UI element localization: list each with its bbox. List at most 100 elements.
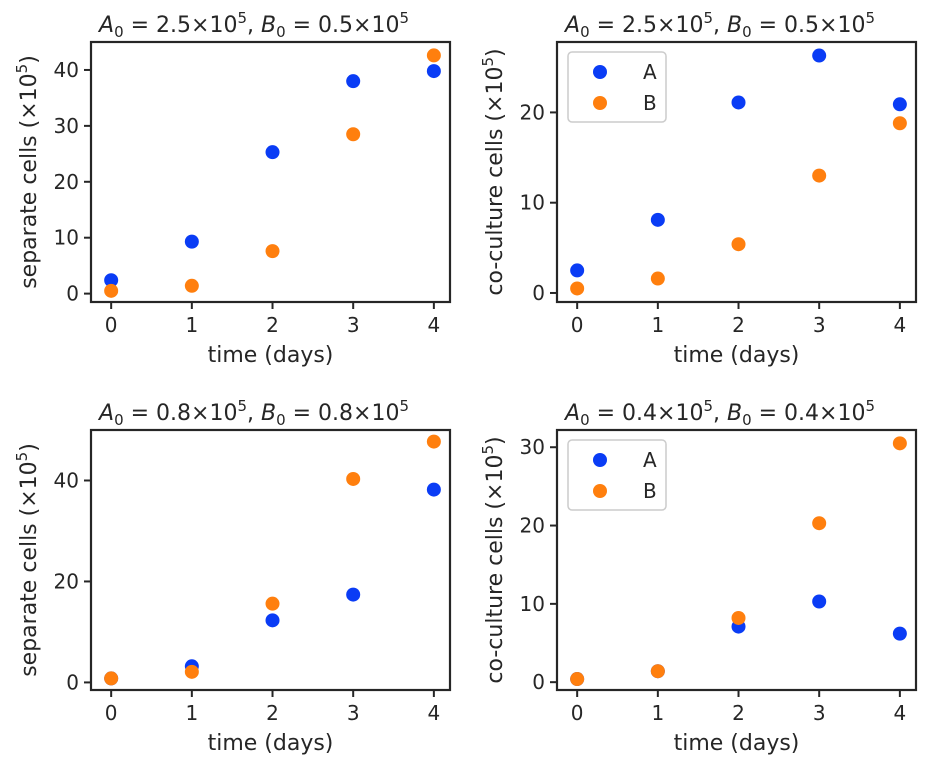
point-b	[731, 237, 746, 252]
point-b	[570, 281, 585, 296]
point-a	[346, 74, 361, 89]
point-b	[346, 127, 361, 142]
y-tick-label: 40	[54, 58, 79, 82]
legend-marker-a	[593, 453, 607, 467]
x-tick-label: 1	[651, 313, 664, 337]
point-b	[104, 283, 119, 298]
legend: AB	[567, 439, 667, 511]
y-axis-label: co-culture cells (×105)	[479, 436, 508, 683]
point-b	[426, 434, 441, 449]
x-tick-label: 3	[347, 701, 360, 725]
x-tick-label: 1	[185, 701, 198, 725]
x-tick-label: 0	[571, 313, 584, 337]
point-b	[265, 244, 280, 259]
x-tick-label: 4	[893, 701, 906, 725]
subplot-title: A0 = 0.8×105, B0 = 0.8×105	[97, 397, 409, 429]
subplot-title: A0 = 0.4×105, B0 = 0.4×105	[563, 397, 875, 429]
point-a	[650, 212, 665, 227]
point-a	[184, 234, 199, 249]
subplot-title: A0 = 2.5×105, B0 = 0.5×105	[563, 9, 875, 41]
x-tick-label: 1	[651, 701, 664, 725]
point-b	[650, 271, 665, 286]
point-a	[426, 482, 441, 497]
point-b	[812, 516, 827, 531]
x-tick-label: 2	[732, 313, 745, 337]
y-axis-label: separate cells (×105)	[13, 443, 42, 677]
x-tick-label: 4	[427, 701, 440, 725]
point-b	[570, 672, 585, 687]
legend-label-a: A	[643, 60, 657, 84]
legend-marker-a	[593, 65, 607, 79]
point-b	[892, 116, 907, 131]
y-tick-label: 10	[520, 191, 545, 215]
legend: AB	[567, 51, 667, 123]
point-a	[892, 97, 907, 112]
point-b	[892, 436, 907, 451]
point-a	[812, 594, 827, 609]
y-tick-label: 10	[520, 592, 545, 616]
axes-frame	[555, 428, 918, 692]
axes-frame	[555, 40, 918, 304]
legend-marker-b	[593, 96, 607, 110]
y-tick-label: 10	[54, 226, 79, 250]
point-b	[184, 278, 199, 293]
y-tick-label: 40	[54, 468, 79, 492]
y-axis-label: co-culture cells (×105)	[479, 48, 508, 295]
point-a	[265, 613, 280, 628]
legend-label-b: B	[643, 479, 657, 503]
legend-box	[567, 51, 667, 123]
x-tick-label: 2	[266, 701, 279, 725]
x-tick-label: 4	[893, 313, 906, 337]
y-tick-label: 0	[532, 281, 545, 305]
y-tick-label: 30	[520, 435, 545, 459]
point-b	[265, 596, 280, 611]
point-b	[812, 168, 827, 183]
point-a	[570, 263, 585, 278]
point-b	[184, 664, 199, 679]
y-tick-label: 20	[520, 514, 545, 538]
y-tick-label: 20	[54, 170, 79, 194]
y-tick-label: 20	[54, 569, 79, 593]
point-a	[892, 626, 907, 641]
x-tick-label: 3	[813, 313, 826, 337]
point-a	[812, 48, 827, 63]
y-tick-label: 0	[66, 282, 79, 306]
x-tick-label: 3	[813, 701, 826, 725]
x-tick-label: 0	[105, 313, 118, 337]
point-a	[426, 64, 441, 79]
subplot-title: A0 = 2.5×105, B0 = 0.5×105	[97, 9, 409, 41]
point-b	[650, 664, 665, 679]
point-a	[104, 273, 119, 288]
subplot-2: A0 = 2.5×105, B0 = 0.5×105 0 1 2 3 4 0 10 20 time…	[479, 9, 918, 368]
x-tick-label: 0	[105, 701, 118, 725]
point-a	[265, 145, 280, 160]
axes-frame	[89, 428, 452, 692]
x-tick-label: 0	[571, 701, 584, 725]
legend-label-b: B	[643, 91, 657, 115]
y-tick-label: 0	[532, 670, 545, 694]
point-a	[346, 587, 361, 602]
x-tick-label: 3	[347, 313, 360, 337]
y-axis-label: separate cells (×105)	[13, 55, 42, 289]
y-tick-label: 0	[66, 670, 79, 694]
x-axis-label: time (days)	[674, 343, 800, 368]
point-b	[731, 610, 746, 625]
x-tick-label: 1	[185, 313, 198, 337]
legend-box	[567, 439, 667, 511]
y-tick-label: 30	[54, 114, 79, 138]
point-b	[346, 471, 361, 486]
legend-marker-b	[593, 484, 607, 498]
x-tick-label: 4	[427, 313, 440, 337]
point-b	[426, 48, 441, 63]
point-b	[104, 671, 119, 686]
x-axis-label: time (days)	[208, 343, 334, 368]
subplot-4: A0 = 0.4×105, B0 = 0.4×105 0 1 2 3 4 0 10 20 30 ti…	[479, 397, 918, 756]
x-axis-label: time (days)	[208, 731, 334, 756]
legend-label-a: A	[643, 448, 657, 472]
x-tick-label: 2	[266, 313, 279, 337]
point-a	[731, 95, 746, 110]
x-axis-label: time (days)	[674, 731, 800, 756]
